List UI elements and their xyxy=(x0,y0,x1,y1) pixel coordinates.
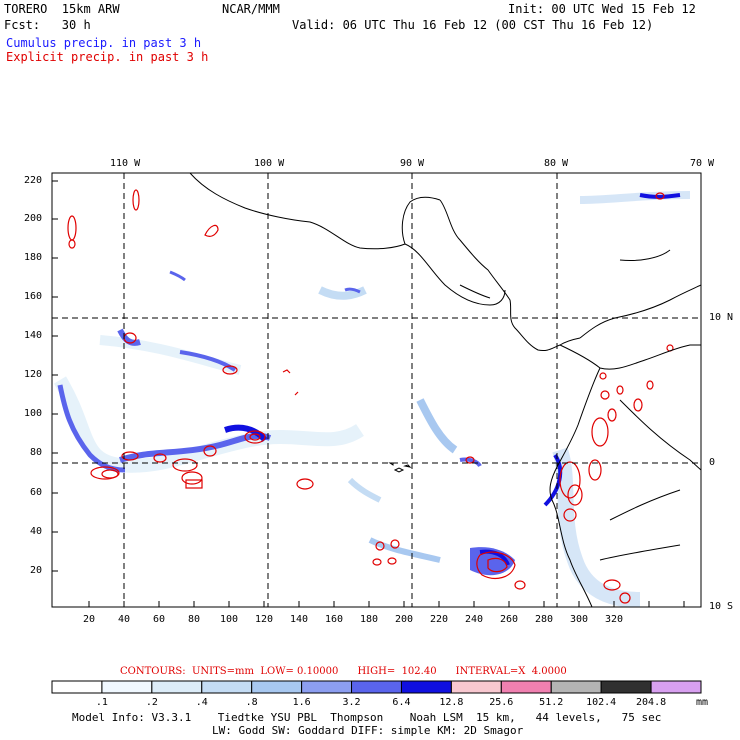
colorbar-swatch xyxy=(251,680,303,694)
y-tick-label: 180 xyxy=(24,252,43,263)
colorbar-swatch xyxy=(151,680,203,694)
x-tick-label: 200 xyxy=(395,614,414,625)
colorbar-label: 12.8 xyxy=(439,697,464,708)
x-tick-label: 160 xyxy=(325,614,344,625)
plot-frame xyxy=(51,172,702,608)
colorbar-label: 204.8 xyxy=(636,697,667,708)
x-tick-label: 60 xyxy=(153,614,166,625)
x-tick-label: 320 xyxy=(605,614,624,625)
colorbar-swatch xyxy=(201,680,253,694)
model-info: Model Info: V3.3.1 Tiedtke YSU PBL Thomp… xyxy=(72,711,662,724)
colorbar-swatch xyxy=(650,680,702,694)
colorbar-label: .4 xyxy=(195,697,208,708)
colorbar-swatch xyxy=(101,680,153,694)
cumulus-legend: Cumulus precip. in past 3 h xyxy=(6,36,202,50)
y-tick-label: 100 xyxy=(24,408,43,419)
lat-label: 10 S xyxy=(709,601,734,612)
lat-label: 0 xyxy=(709,457,716,468)
model-title: TORERO 15km ARW xyxy=(4,2,120,16)
x-tick-label: 120 xyxy=(255,614,274,625)
x-tick-label: 140 xyxy=(290,614,309,625)
explicit-precip-contours xyxy=(67,189,674,604)
colorbar-label: 1.6 xyxy=(292,697,311,708)
x-tick-label: 220 xyxy=(430,614,449,625)
x-tick-label: 40 xyxy=(118,614,131,625)
x-tick-label: 80 xyxy=(188,614,201,625)
x-tick-label: 260 xyxy=(500,614,519,625)
colorbar-label: 6.4 xyxy=(392,697,411,708)
lat-label: 10 N xyxy=(709,312,734,323)
colorbar-swatch xyxy=(550,680,602,694)
y-tick-label: 120 xyxy=(24,369,43,380)
x-tick-label: 180 xyxy=(360,614,379,625)
y-tick-label: 40 xyxy=(30,526,43,537)
y-tick-label: 20 xyxy=(30,565,43,576)
colorbar-swatch xyxy=(301,680,353,694)
colorbar-swatch xyxy=(400,680,452,694)
lat-lon-grid xyxy=(52,173,701,607)
forecast-hour: Fcst: 30 h xyxy=(4,18,91,32)
axis-ticks xyxy=(52,180,685,607)
colorbar-label: 3.2 xyxy=(342,697,361,708)
colorbar-label: .2 xyxy=(145,697,158,708)
coastlines xyxy=(189,173,701,607)
colorbar-swatch xyxy=(600,680,652,694)
y-tick-label: 160 xyxy=(24,291,43,302)
explicit-legend: Explicit precip. in past 3 h xyxy=(6,50,209,64)
lon-label: 80 W xyxy=(544,158,569,169)
colorbar-units: mm xyxy=(696,697,709,708)
init-time: Init: 00 UTC Wed 15 Feb 12 xyxy=(508,2,696,16)
valid-time: Valid: 06 UTC Thu 16 Feb 12 (00 CST Thu … xyxy=(292,18,654,32)
colorbar-swatch xyxy=(51,680,103,694)
colorbar-label: 51.2 xyxy=(539,697,564,708)
colorbar xyxy=(51,680,702,694)
contours-info: CONTOURS: UNITS=mm LOW= 0.10000 HIGH= 10… xyxy=(120,666,567,677)
x-tick-label: 240 xyxy=(465,614,484,625)
y-tick-label: 200 xyxy=(24,213,43,224)
x-tick-label: 100 xyxy=(220,614,239,625)
x-tick-label: 280 xyxy=(535,614,554,625)
colorbar-swatch xyxy=(450,680,502,694)
colorbar-label: .8 xyxy=(245,697,258,708)
lon-label: 100 W xyxy=(254,158,285,169)
lon-label: 70 W xyxy=(690,158,715,169)
colorbar-swatch xyxy=(351,680,402,694)
y-tick-label: 80 xyxy=(30,447,43,458)
cumulus-precip-shading xyxy=(53,191,691,607)
physics-info: LW: Godd SW: Goddard DIFF: simple KM: 2D… xyxy=(212,724,524,737)
y-tick-label: 220 xyxy=(24,175,43,186)
x-tick-label: 20 xyxy=(83,614,96,625)
x-tick-label: 300 xyxy=(570,614,589,625)
colorbar-swatch xyxy=(500,680,552,694)
colorbar-label: .1 xyxy=(95,697,108,708)
lon-label: 110 W xyxy=(110,158,141,169)
lon-label: 90 W xyxy=(400,158,425,169)
colorbar-label: 102.4 xyxy=(586,697,617,708)
y-tick-label: 140 xyxy=(24,330,43,341)
y-tick-label: 60 xyxy=(30,487,43,498)
colorbar-label: 25.6 xyxy=(489,697,514,708)
center-label: NCAR/MMM xyxy=(222,2,280,16)
